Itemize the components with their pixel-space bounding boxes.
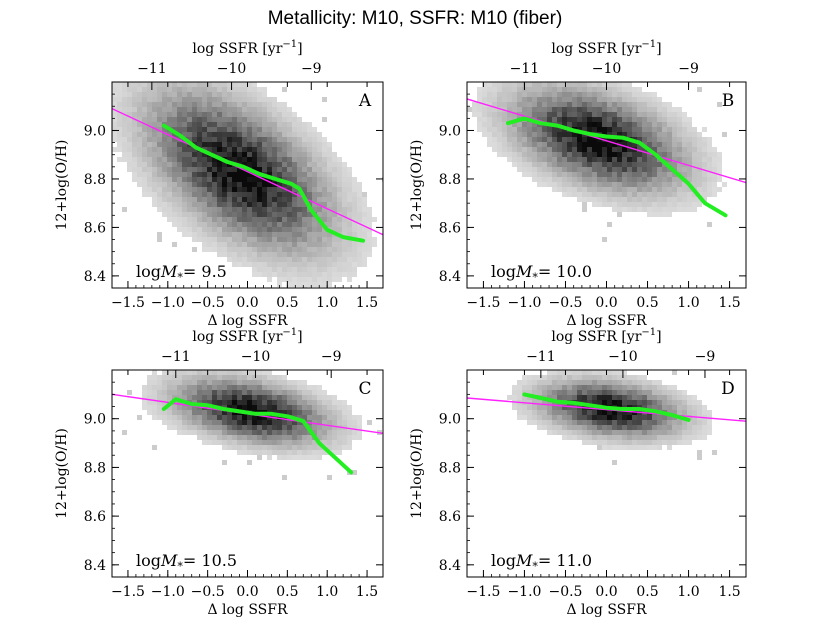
fit-line-B — [467, 98, 746, 184]
y-axis-title: 12+log(O/H) — [54, 428, 70, 519]
mass-label: logM*= 10.5 — [136, 551, 237, 573]
top-axis-title: log SSFR [yr−1] — [192, 39, 302, 57]
density-heatmap — [467, 82, 727, 242]
top-tick-label: −9 — [321, 349, 342, 365]
x-tick-label: −0.5 — [191, 584, 225, 600]
x-tick-label: 0.0 — [236, 295, 258, 311]
x-axis-title: Δ log SSFR — [207, 313, 288, 329]
fit-line-A — [112, 108, 383, 236]
x-tick-label: −1.5 — [111, 584, 145, 600]
mass-label: logM*= 11.0 — [491, 551, 592, 573]
panel-C: −1.5 −1.0 −0.5 0.0 0.5 1.0 1.5 8.4 8.6 8.8 9.0 −11 −… — [54, 327, 384, 618]
x-tick-label: 1.0 — [677, 584, 699, 600]
y-tick-label: 8.6 — [84, 509, 106, 525]
x-tick-label: −0.5 — [191, 295, 225, 311]
top-tick-label: −11 — [137, 61, 167, 77]
x-tick-label: 1.5 — [356, 295, 378, 311]
top-tick-label: −10 — [592, 61, 622, 77]
y-tick-label: 9.0 — [439, 412, 461, 428]
top-axis-title: log SSFR [yr−1] — [551, 327, 661, 345]
x-tick-label: 0.5 — [276, 295, 298, 311]
x-tick-label: 1.5 — [718, 295, 740, 311]
x-axis-title: Δ log SSFR — [207, 602, 288, 618]
top-tick-label: −10 — [241, 349, 271, 365]
x-tick-label: −1.0 — [151, 295, 185, 311]
top-tick-label: −10 — [217, 61, 247, 77]
x-tick-label: 1.0 — [316, 584, 338, 600]
x-tick-label: −1.5 — [466, 295, 500, 311]
y-tick-label: 8.8 — [439, 172, 461, 188]
x-tick-label: 1.0 — [316, 295, 338, 311]
density-heatmap — [112, 82, 383, 288]
density-heatmap — [507, 370, 717, 465]
x-tick-label: 0.5 — [276, 584, 298, 600]
y-tick-label: 8.6 — [439, 220, 461, 236]
x-tick-label: −0.5 — [548, 584, 582, 600]
median-line-C — [161, 397, 354, 475]
y-axis-title: 12+log(O/H) — [54, 140, 70, 231]
x-axis-title: Δ log SSFR — [566, 313, 647, 329]
panel-D: −1.5 −1.0 −0.5 0.0 0.5 1.0 1.5 8.4 8.6 8.8 9.0 −11 −… — [409, 327, 747, 618]
median-line-A — [161, 123, 366, 243]
x-tick-label: 1.5 — [718, 584, 740, 600]
x-tick-label: −1.0 — [151, 584, 185, 600]
x-tick-label: 1.0 — [677, 295, 699, 311]
y-tick-label: 8.4 — [439, 558, 461, 574]
top-tick-label: −10 — [608, 349, 638, 365]
median-line-D — [522, 392, 691, 422]
figure-title: Metallicity: M10, SSFR: M10 (fiber) — [267, 8, 563, 29]
y-tick-label: 9.0 — [439, 123, 461, 139]
top-tick-label: −9 — [695, 349, 716, 365]
top-tick-label: −9 — [301, 61, 322, 77]
x-tick-label: −1.0 — [507, 295, 541, 311]
y-tick-label: 8.8 — [439, 460, 461, 476]
density-heatmap — [122, 370, 382, 480]
y-tick-label: 8.8 — [84, 172, 106, 188]
top-axis-title: log SSFR [yr−1] — [551, 39, 661, 57]
y-tick-label: 8.4 — [84, 269, 106, 285]
panel-B: −1.5 −1.0 −0.5 0.0 0.5 1.0 1.5 8.4 8.6 8.8 9.0 −11 −… — [409, 39, 747, 329]
x-tick-label: 0.0 — [236, 584, 258, 600]
median-line-B — [506, 116, 728, 218]
top-tick-label: −11 — [526, 349, 556, 365]
panel-A: −1.5 −1.0 −0.5 0.0 0.5 1.0 1.5 8.4 8.6 8.8 9.0 −11 −… — [54, 39, 384, 329]
top-tick-label: −11 — [510, 61, 540, 77]
x-tick-label: 1.5 — [356, 584, 378, 600]
panel-letter: B — [722, 91, 735, 111]
x-tick-label: 0.0 — [595, 584, 617, 600]
x-tick-label: −1.5 — [466, 584, 500, 600]
panel-letter: C — [358, 379, 371, 399]
y-tick-label: 8.4 — [84, 558, 106, 574]
y-axis-title: 12+log(O/H) — [409, 428, 425, 519]
y-tick-label: 8.6 — [439, 509, 461, 525]
y-tick-label: 9.0 — [84, 412, 106, 428]
x-axis-title: Δ log SSFR — [566, 602, 647, 618]
mass-label: logM*= 9.5 — [136, 262, 227, 284]
y-axis-title: 12+log(O/H) — [409, 140, 425, 231]
x-tick-label: 0.5 — [636, 584, 658, 600]
x-tick-label: 0.0 — [595, 295, 617, 311]
panel-letter: D — [721, 379, 735, 399]
top-axis-title: log SSFR [yr−1] — [192, 327, 302, 345]
x-tick-label: −1.5 — [111, 295, 145, 311]
y-tick-label: 8.4 — [439, 269, 461, 285]
top-tick-label: −11 — [161, 349, 191, 365]
panel-letter: A — [358, 91, 372, 111]
x-tick-label: −1.0 — [507, 584, 541, 600]
mass-label: logM*= 10.0 — [491, 262, 592, 284]
top-tick-label: −9 — [678, 61, 699, 77]
x-tick-label: 0.5 — [636, 295, 658, 311]
y-tick-label: 8.8 — [84, 460, 106, 476]
y-tick-label: 8.6 — [84, 220, 106, 236]
y-tick-label: 9.0 — [84, 123, 106, 139]
x-tick-label: −0.5 — [548, 295, 582, 311]
